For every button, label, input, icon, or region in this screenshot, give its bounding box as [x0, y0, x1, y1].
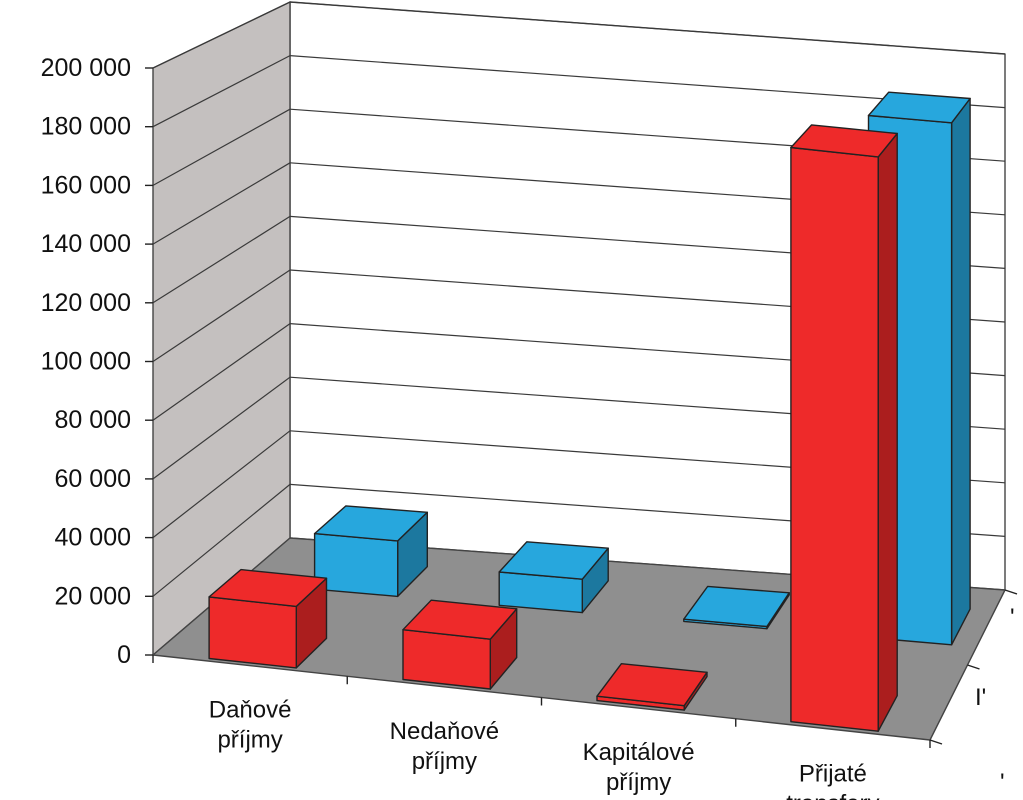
- y-tick-label: 60 000: [55, 465, 131, 493]
- depth-axis-label: ': [1000, 769, 1005, 796]
- y-tick-label: 20 000: [55, 582, 131, 610]
- bar-side: [950, 97, 971, 646]
- y-tick-label: 40 000: [55, 524, 131, 552]
- depth-axis-label: ': [1010, 604, 1015, 631]
- bar-top: [867, 91, 971, 124]
- y-axis-ticks: 0 20 000 40 000 60 000 80 000 100 000 120 000 1…: [41, 54, 153, 669]
- x-category-label-line: Nedaňové: [390, 718, 499, 745]
- y-tick-label: 100 000: [41, 348, 131, 376]
- bar-series-2-cat-3: [683, 585, 790, 630]
- x-axis-labels: Daňové příjmy Nedaňové příjmy Kapitálové příj…: [152, 655, 931, 800]
- depth-axis-labels: ' I' ': [929, 589, 1018, 796]
- bar-top: [596, 663, 708, 707]
- depth-tick-mark: [967, 664, 980, 670]
- x-category-label-line: transfery: [786, 790, 879, 800]
- gridline-side: [152, 162, 291, 245]
- bar-top: [683, 585, 790, 628]
- x-category-label: Kapitálové příjmy: [583, 739, 695, 796]
- bar-series-1-cat-3: [596, 663, 708, 711]
- gridline-side: [152, 215, 291, 304]
- gridline-side: [152, 269, 291, 362]
- depth-tick-mark: [1004, 589, 1018, 595]
- bar-series-2-cat-1: [313, 505, 428, 598]
- y-tick-label: 120 000: [41, 289, 131, 317]
- x-category-label-line: Přijaté: [799, 760, 867, 787]
- gridline-side: [152, 55, 291, 128]
- bar-top: [498, 541, 609, 580]
- bar-front: [208, 596, 297, 669]
- gridline-side: [152, 430, 291, 539]
- bar-series-2-cat-2: [498, 541, 609, 614]
- bar-top: [208, 568, 328, 608]
- x-category-label: Přijaté transfery: [786, 760, 879, 800]
- bar-series-1-cat-2: [402, 599, 518, 690]
- bars: [208, 91, 971, 732]
- y-tick-label: 180 000: [41, 113, 131, 141]
- gridline-side: [152, 483, 291, 597]
- bar-series-1-cat-1: [208, 568, 328, 669]
- bar-side: [877, 132, 898, 732]
- bar-front: [790, 146, 879, 732]
- y-tick-label: 140 000: [41, 230, 131, 258]
- depth-axis-label: I': [975, 684, 986, 711]
- x-category-label-line: Kapitálové: [583, 739, 695, 766]
- x-category-label-line: příjmy: [412, 748, 477, 775]
- gridline-side: [152, 108, 291, 186]
- gridline-side: [152, 323, 291, 421]
- bar-front: [402, 629, 491, 690]
- gridline-back: [289, 1, 1006, 55]
- y-tick-label: 0: [117, 641, 131, 669]
- depth-tick-mark: [929, 739, 943, 745]
- y-tick-label: 200 000: [41, 54, 131, 82]
- bar-top: [402, 599, 518, 640]
- x-category-label-line: příjmy: [217, 727, 282, 754]
- x-category-label-line: Daňové: [209, 697, 292, 724]
- gridline-side: [152, 1, 291, 69]
- y-tick-label: 80 000: [55, 406, 131, 434]
- y-tick-label: 160 000: [41, 171, 131, 199]
- gridline-side: [152, 376, 291, 480]
- x-category-label: Daňové příjmy: [209, 697, 292, 754]
- bar-series-1-cat-4: [790, 124, 898, 732]
- x-category-label: Nedaňové příjmy: [390, 718, 499, 775]
- x-category-label-line: příjmy: [606, 769, 671, 796]
- bar-top: [313, 505, 428, 542]
- bar-top: [790, 124, 898, 158]
